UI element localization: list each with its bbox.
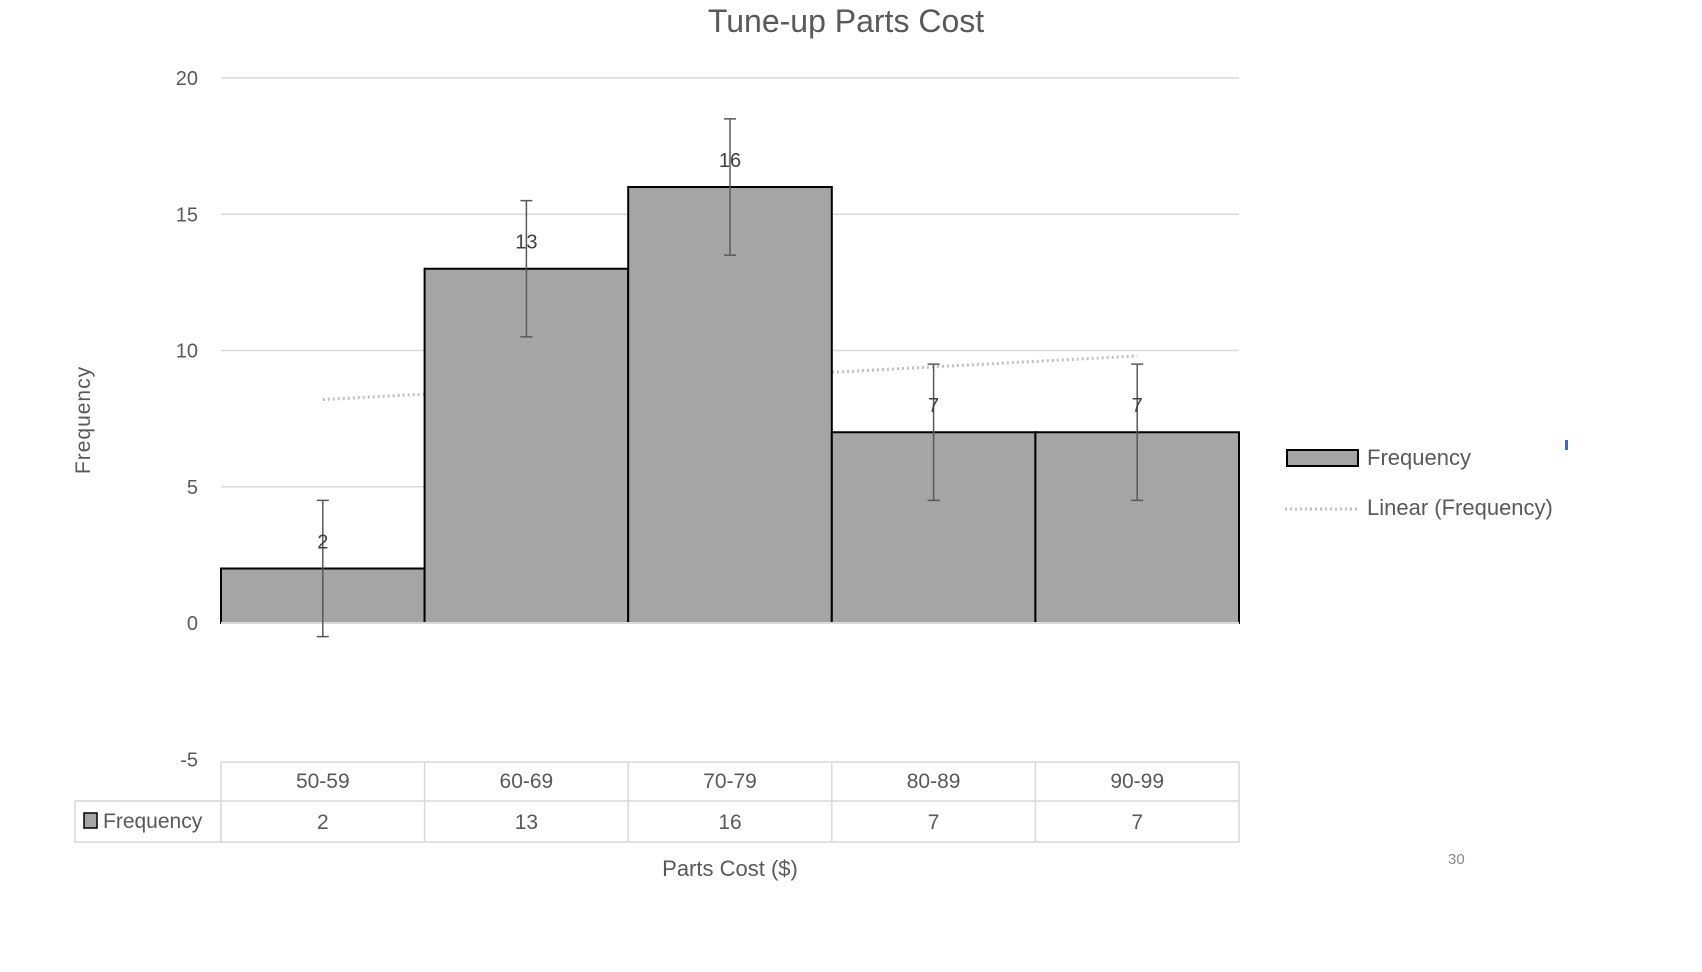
legend-swatch-frequency [1286, 449, 1359, 467]
data-table-value: 2 [317, 811, 329, 834]
y-tick-label: -5 [180, 749, 198, 771]
y-tick-label: 10 [176, 341, 198, 363]
x-category-label: 90-99 [1110, 770, 1164, 793]
y-tick-label: 0 [187, 613, 198, 635]
y-tick-label: 15 [176, 204, 198, 226]
data-table-value: 7 [928, 811, 940, 834]
chart-title: Tune-up Parts Cost [708, 3, 984, 39]
x-category-label: 80-89 [907, 770, 961, 793]
legend-key-swatch [83, 812, 98, 829]
x-category-label: 70-79 [703, 770, 757, 793]
x-axis-title: Parts Cost ($) [662, 856, 798, 881]
data-table-value: 13 [515, 811, 538, 834]
slide-marker [1565, 440, 1568, 450]
data-table-series-name: Frequency [103, 810, 203, 833]
data-label: 7 [928, 395, 939, 417]
legend-label-frequency: Frequency [1367, 445, 1471, 470]
data-table-value: 16 [718, 811, 741, 834]
page-number: 30 [1448, 851, 1465, 868]
data-label: 2 [317, 531, 328, 553]
x-category-label: 60-69 [500, 770, 554, 793]
legend-label-trendline: Linear (Frequency) [1367, 495, 1553, 520]
data-table-value: 7 [1131, 811, 1143, 834]
x-category-label: 50-59 [296, 770, 350, 793]
data-label: 16 [719, 150, 741, 172]
y-axis-title: Frequency [72, 366, 95, 474]
y-tick-label: 20 [176, 68, 198, 90]
y-tick-label: 5 [187, 477, 198, 499]
data-label: 13 [515, 232, 537, 254]
bar [627, 186, 833, 624]
data-label: 7 [1132, 395, 1143, 417]
